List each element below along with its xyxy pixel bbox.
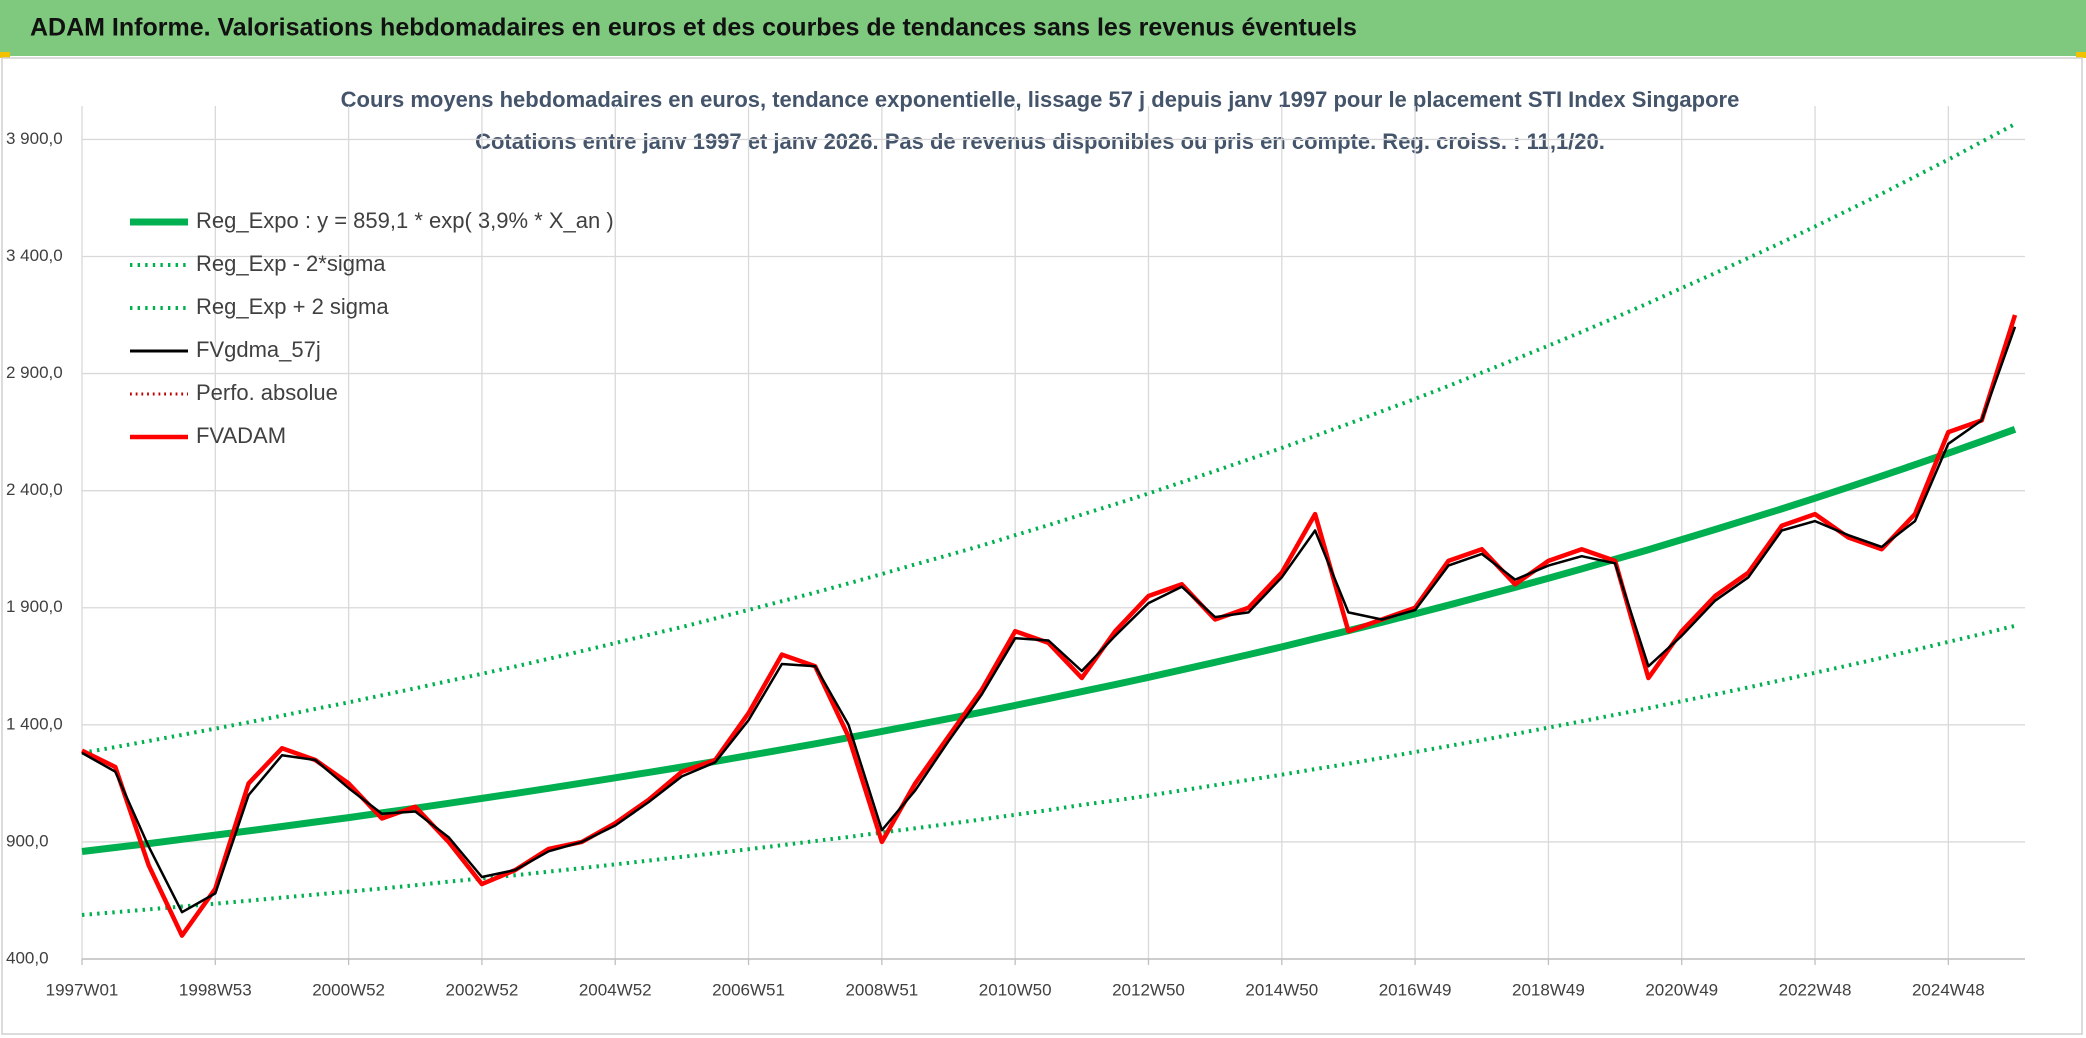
header-bar <box>0 0 2086 56</box>
x-tick-label: 1997W01 <box>46 980 119 999</box>
corner <box>0 52 10 58</box>
x-tick-label: 1998W53 <box>179 980 252 999</box>
x-tick-label: 2006W51 <box>712 980 785 999</box>
x-tick-label: 2004W52 <box>579 980 652 999</box>
series-line <box>81 314 2018 938</box>
x-tick-label: 2000W52 <box>312 980 385 999</box>
y-tick-label: 1 900,0 <box>6 597 63 616</box>
series-line <box>81 326 2017 914</box>
y-tick-label: 3 400,0 <box>6 246 63 265</box>
y-tick-label: 400,0 <box>6 948 49 967</box>
x-tick-label: 2016W49 <box>1379 980 1452 999</box>
y-tick-label: 2 900,0 <box>6 363 63 382</box>
y-tick-label: 1 400,0 <box>6 714 63 733</box>
y-tick-label: 2 400,0 <box>6 480 63 499</box>
series-line <box>81 122 2016 755</box>
x-tick-label: 2020W49 <box>1645 980 1718 999</box>
header-title: ADAM Informe. Valorisations hebdomadaire… <box>30 14 1357 42</box>
y-tick-label: 3 900,0 <box>6 129 63 148</box>
chart-title: Cours moyens hebdomadaires en euros, ten… <box>341 87 1740 112</box>
plot: 400,0 900,0 1 400,0 1 900,0 2 400,0 2 900,0 3 … <box>6 106 2025 999</box>
x-tick-label: 2014W50 <box>1245 980 1318 999</box>
x-tick-label: 2002W52 <box>446 980 519 999</box>
x-tick-label: 2022W48 <box>1779 980 1852 999</box>
corner <box>2076 52 2086 58</box>
x-tick-label: 2018W49 <box>1512 980 1585 999</box>
legend-label: Perfo. absolue <box>196 380 338 405</box>
chart-frame <box>1 57 2083 1035</box>
legend-label: FVgdma_57j <box>196 337 321 362</box>
y-tick-label: 900,0 <box>6 831 49 850</box>
legend-label: Reg_Expo : y = 859,1 * exp( 3,9% * X_an … <box>196 208 614 233</box>
x-tick-label: 2024W48 <box>1912 980 1985 999</box>
legend-label: FVADAM <box>196 423 286 448</box>
legend-label: Reg_Exp + 2 sigma <box>196 294 389 319</box>
x-tick-label: 2012W50 <box>1112 980 1185 999</box>
x-tick-label: 2008W51 <box>845 980 918 999</box>
chart-subtitle: Cotations entre janv 1997 et janv 2026. … <box>475 129 1605 154</box>
legend-label: Reg_Exp - 2*sigma <box>196 251 386 276</box>
x-tick-label: 2010W50 <box>979 980 1052 999</box>
